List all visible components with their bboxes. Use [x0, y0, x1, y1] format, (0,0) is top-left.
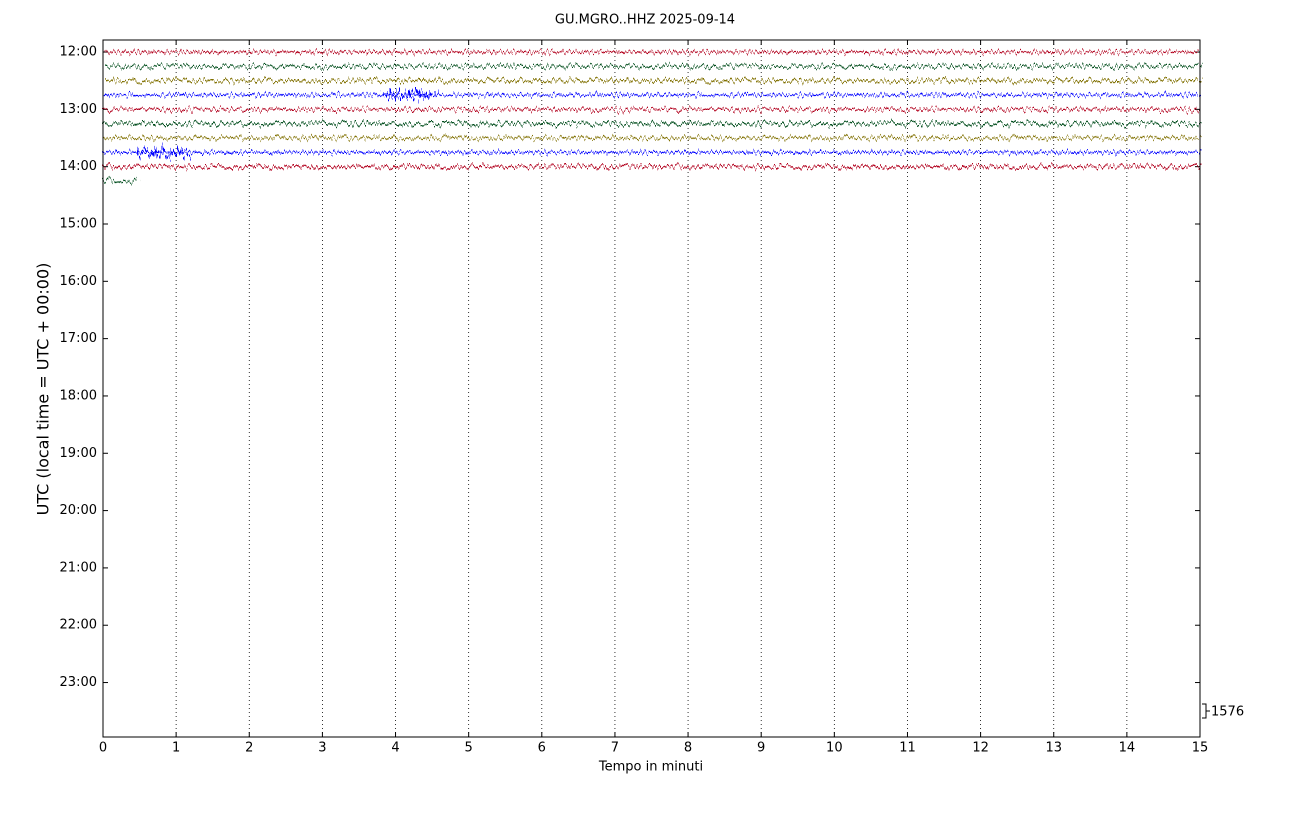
x-axis-label: Tempo in minuti — [598, 760, 703, 775]
x-tick-label: 7 — [611, 741, 619, 756]
chart-title: GU.MGRO..HHZ 2025-09-14 — [555, 13, 735, 28]
y-tick-label: 19:00 — [60, 446, 97, 461]
y-tick-label: 21:00 — [60, 560, 97, 575]
x-tick-label: 4 — [391, 741, 399, 756]
x-tick-label: 13 — [1045, 741, 1062, 756]
x-tick-label: 8 — [684, 741, 692, 756]
y-tick-label: 14:00 — [60, 159, 97, 174]
y-tick-label: 13:00 — [60, 102, 97, 117]
y-tick-label: 20:00 — [60, 503, 97, 518]
x-tick-label: 10 — [826, 741, 843, 756]
y-tick-label: 12:00 — [60, 45, 97, 60]
y-axis-label: UTC (local time = UTC + 00:00) — [34, 263, 53, 516]
x-tick-label: 0 — [99, 741, 107, 756]
plot-layer: 0 1 2 3 4 5 6 7 8 9 10 11 12 13 14 1512:0013:0014:0015:… — [60, 40, 1209, 756]
x-tick-label: 12 — [972, 741, 989, 756]
x-tick-label: 9 — [757, 741, 765, 756]
scale-bar — [1202, 703, 1210, 719]
x-tick-label: 14 — [1119, 741, 1136, 756]
y-tick-label: 17:00 — [60, 331, 97, 346]
y-tick-label: 22:00 — [60, 618, 97, 633]
x-tick-label: 3 — [318, 741, 326, 756]
x-tick-label: 1 — [172, 741, 180, 756]
x-tick-label: 5 — [465, 741, 473, 756]
y-tick-label: 15:00 — [60, 216, 97, 231]
plot-frame — [102, 39, 1201, 738]
y-tick-label: 23:00 — [60, 675, 97, 690]
x-tick-label: 6 — [538, 741, 546, 756]
x-tick-label: 15 — [1192, 741, 1209, 756]
y-tick-label: 16:00 — [60, 274, 97, 289]
x-tick-label: 11 — [899, 741, 916, 756]
y-tick-label: 18:00 — [60, 388, 97, 403]
x-tick-label: 2 — [245, 741, 253, 756]
scale-label: 1576 — [1211, 705, 1244, 720]
